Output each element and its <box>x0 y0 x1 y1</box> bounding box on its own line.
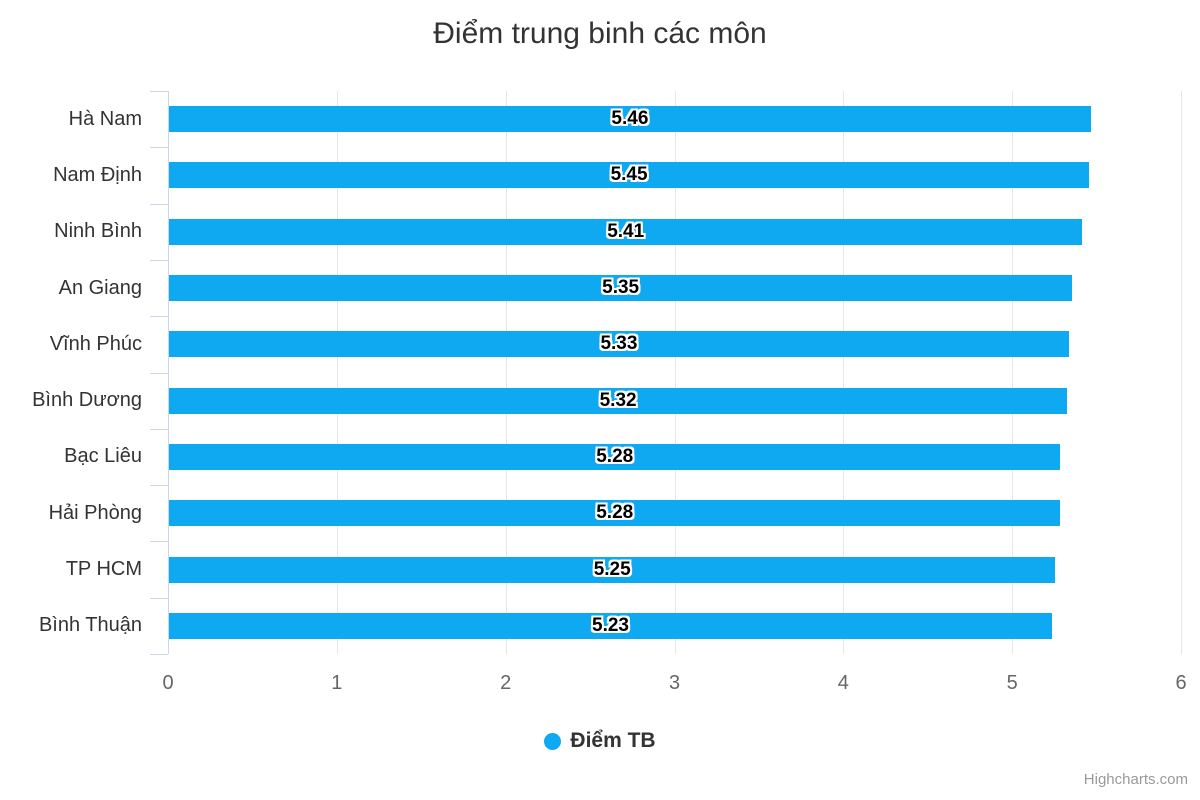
bar[interactable] <box>169 162 1090 189</box>
x-axis-tick-label: 1 <box>331 672 343 694</box>
legend-series-label: Điểm TB <box>570 729 656 752</box>
gridline <box>1012 91 1014 654</box>
bar[interactable] <box>169 556 1056 583</box>
bar[interactable] <box>169 218 1083 245</box>
legend-marker-icon <box>544 732 562 750</box>
x-axis-tick-label: 2 <box>500 672 512 694</box>
x-axis-tick-label: 6 <box>1175 672 1187 694</box>
gridline <box>505 91 507 654</box>
gridline <box>1181 91 1182 654</box>
y-axis-tick <box>150 485 168 487</box>
x-axis-tick-label: 0 <box>162 672 174 694</box>
y-axis-category-label: Bình Dương <box>32 389 142 412</box>
y-axis-tick <box>150 316 168 318</box>
bar[interactable] <box>169 331 1069 358</box>
y-axis-tick <box>150 259 168 261</box>
y-axis-tick <box>150 203 168 205</box>
y-axis-category-label: Vĩnh Phúc <box>49 332 142 355</box>
y-axis-category-label: Bạc Liêu <box>64 445 142 468</box>
chart-title: Điểm trung binh các môn <box>433 17 767 50</box>
y-axis-category-label: Nam Định <box>53 163 142 186</box>
y-axis-tick <box>150 541 168 543</box>
bar[interactable] <box>169 612 1052 639</box>
bar[interactable] <box>169 443 1061 470</box>
y-axis-tick <box>150 147 168 149</box>
y-axis-category-label: Bình Thuận <box>38 614 142 637</box>
y-axis-category-label: TP HCM <box>65 558 142 581</box>
bar[interactable] <box>169 387 1068 414</box>
y-axis-category-label: Ninh Bình <box>54 220 142 243</box>
bar[interactable] <box>169 106 1091 133</box>
gridline <box>674 91 676 654</box>
x-axis-tick-label: 4 <box>837 672 849 694</box>
bar[interactable] <box>169 500 1061 527</box>
legend-item[interactable]: Điểm TB <box>0 729 1200 753</box>
y-axis-tick <box>150 654 168 655</box>
y-axis-tick <box>150 597 168 599</box>
bar[interactable] <box>169 275 1073 302</box>
y-axis-tick <box>150 91 168 92</box>
y-axis-tick <box>150 428 168 430</box>
highcharts-credits-link[interactable]: Highcharts.com <box>1083 771 1188 788</box>
y-axis-line <box>168 91 169 654</box>
x-axis-tick-label: 5 <box>1006 672 1018 694</box>
y-axis-tick <box>150 372 168 374</box>
y-axis-category-label: Hà Nam <box>68 107 142 130</box>
y-axis-category-label: An Giang <box>58 276 142 299</box>
y-axis-category-label: Hải Phòng <box>48 501 142 524</box>
gridline <box>843 91 845 654</box>
x-axis-tick-label: 3 <box>668 672 681 694</box>
gridline <box>336 91 338 654</box>
